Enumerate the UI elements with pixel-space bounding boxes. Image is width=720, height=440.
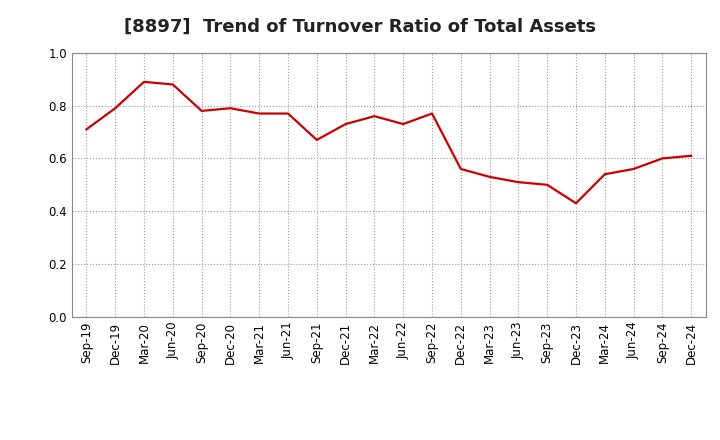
Text: [8897]  Trend of Turnover Ratio of Total Assets: [8897] Trend of Turnover Ratio of Total … xyxy=(124,18,596,35)
